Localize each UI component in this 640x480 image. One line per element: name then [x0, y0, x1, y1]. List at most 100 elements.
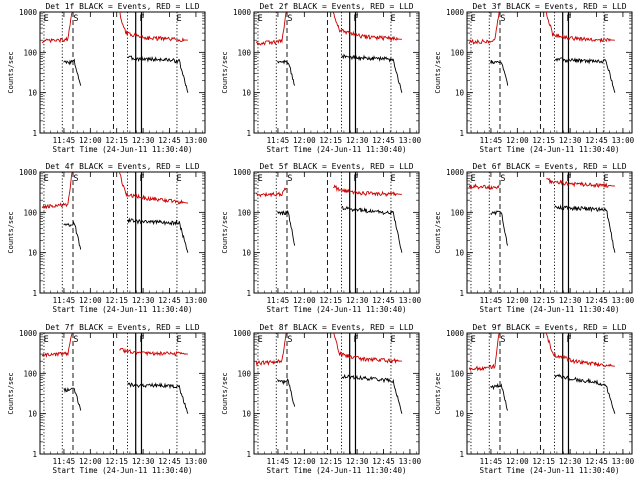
marker-e-end: E — [176, 335, 181, 345]
y-tick-label: 100 — [237, 369, 251, 378]
marker-e-end: E — [603, 174, 608, 184]
x-tick-label: 12:30 — [559, 136, 582, 145]
x-tick-label: 12:15 — [105, 136, 128, 145]
x-tick-label: 12:00 — [293, 296, 316, 305]
x-tick-label: 13:00 — [612, 296, 635, 305]
events-series-line-seg2 — [127, 217, 189, 253]
x-tick-label: 12:30 — [559, 457, 582, 466]
x-tick-label: 12:30 — [132, 296, 155, 305]
x-tick-label: 11:45 — [53, 457, 76, 466]
plot-frame — [39, 332, 206, 455]
marker-e-start: E — [258, 335, 263, 345]
x-tick-label: 12:00 — [293, 136, 316, 145]
y-tick-label: 1 — [246, 129, 251, 138]
x-tick-label: 12:15 — [319, 457, 342, 466]
x-tick-label: 11:45 — [53, 296, 76, 305]
x-tick-label: 12:15 — [105, 457, 128, 466]
y-axis-label: Counts/sec — [434, 51, 442, 93]
x-tick-label: 12:45 — [158, 136, 181, 145]
x-tick-label: 13:00 — [185, 296, 208, 305]
marker-s: S — [73, 14, 78, 24]
y-tick-label: 1 — [32, 450, 37, 459]
plot-frame — [466, 11, 633, 134]
y-tick-label: 100 — [237, 48, 251, 57]
chart-title: Det 6f BLACK = Events, RED = LLD — [472, 162, 626, 171]
y-tick-label: 10 — [455, 410, 465, 419]
chart-panel-8: Det 8f BLACK = Events, RED = LLD 1 10 100 10… — [221, 323, 422, 475]
x-tick-label: 12:15 — [532, 136, 555, 145]
plot-frame — [466, 332, 633, 455]
lld-series-line-seg1 — [468, 11, 500, 45]
chart-panel-9: Det 9f BLACK = Events, RED = LLD 1 10 100 10… — [434, 323, 635, 475]
lld-series-line-seg1 — [41, 171, 73, 210]
x-tick-label: 12:30 — [559, 296, 582, 305]
x-tick-label: 13:00 — [399, 457, 422, 466]
marker-e-end: E — [390, 14, 395, 24]
y-tick-label: 10 — [455, 89, 465, 98]
x-tick-label: 13:00 — [612, 457, 635, 466]
chart-title: Det 7f BLACK = Events, RED = LLD — [45, 323, 199, 332]
x-tick-label: 12:45 — [372, 457, 395, 466]
events-series-line-seg2 — [554, 373, 616, 414]
events-series-line-seg2 — [127, 55, 189, 93]
x-tick-label: 12:00 — [293, 457, 316, 466]
marker-s: S — [73, 174, 78, 184]
marker-s: S — [287, 174, 292, 184]
x-tick-label: 13:00 — [612, 136, 635, 145]
y-tick-label: 1 — [459, 129, 464, 138]
lld-series-line-seg1 — [468, 332, 500, 372]
lld-series-line-seg1 — [41, 332, 73, 359]
plot-frame — [253, 332, 420, 455]
y-tick-label: 1000 — [19, 8, 38, 17]
marker-f: F — [353, 174, 358, 184]
y-tick-label: 1 — [32, 129, 37, 138]
lld-series-line-seg2 — [333, 184, 402, 198]
y-tick-label: 1000 — [446, 8, 465, 17]
marker-e-start: E — [44, 14, 49, 24]
events-series-line-seg2 — [341, 205, 403, 253]
x-tick-label: 13:00 — [185, 457, 208, 466]
chart-panel-7: Det 7f BLACK = Events, RED = LLD 1 10 100 10… — [7, 323, 208, 475]
y-tick-label: 10 — [242, 249, 252, 258]
x-tick-label: 11:45 — [267, 296, 290, 305]
y-axis-label: Counts/sec — [221, 372, 229, 414]
y-tick-label: 10 — [28, 410, 38, 419]
chart-title: Det 4f BLACK = Events, RED = LLD — [45, 162, 199, 171]
y-tick-label: 10 — [242, 410, 252, 419]
y-tick-label: 100 — [450, 208, 464, 217]
x-tick-label: 12:30 — [132, 136, 155, 145]
x-axis-label: Start Time (24-Jun-11 11:30:40) — [480, 466, 620, 475]
x-tick-label: 12:30 — [346, 136, 369, 145]
events-series-line-seg2 — [127, 382, 189, 414]
x-axis-label: Start Time (24-Jun-11 11:30:40) — [53, 305, 193, 314]
marker-e-start: E — [44, 335, 49, 345]
marker-f: F — [566, 174, 571, 184]
events-series-line-seg1 — [277, 59, 296, 86]
y-tick-label: 100 — [23, 369, 37, 378]
marker-s: S — [287, 335, 292, 345]
lld-series-line-seg1 — [41, 11, 73, 44]
x-tick-label: 12:45 — [585, 296, 608, 305]
marker-s: S — [73, 335, 78, 345]
x-tick-label: 12:00 — [506, 457, 529, 466]
x-tick-label: 12:00 — [79, 296, 102, 305]
chart-panel-1: Det 1f BLACK = Events, RED = LLD 1 10 100 10… — [7, 2, 208, 154]
events-series-line-seg1 — [277, 210, 296, 246]
x-axis-label: Start Time (24-Jun-11 11:30:40) — [480, 305, 620, 314]
marker-e-start: E — [258, 174, 263, 184]
x-tick-label: 12:30 — [132, 457, 155, 466]
lld-series-line-seg2 — [118, 11, 188, 43]
events-series-line-seg2 — [341, 53, 403, 93]
y-tick-label: 1000 — [233, 8, 252, 17]
x-tick-label: 12:45 — [585, 136, 608, 145]
x-tick-label: 12:45 — [158, 296, 181, 305]
y-tick-label: 100 — [23, 208, 37, 217]
x-tick-label: 12:15 — [532, 457, 555, 466]
x-axis-label: Start Time (24-Jun-11 11:30:40) — [267, 305, 407, 314]
lld-series-line-seg1 — [255, 187, 287, 198]
marker-s: S — [500, 335, 505, 345]
marker-e-start: E — [471, 335, 476, 345]
chart-title: Det 1f BLACK = Events, RED = LLD — [45, 2, 199, 11]
events-series-line-seg1 — [63, 386, 82, 411]
